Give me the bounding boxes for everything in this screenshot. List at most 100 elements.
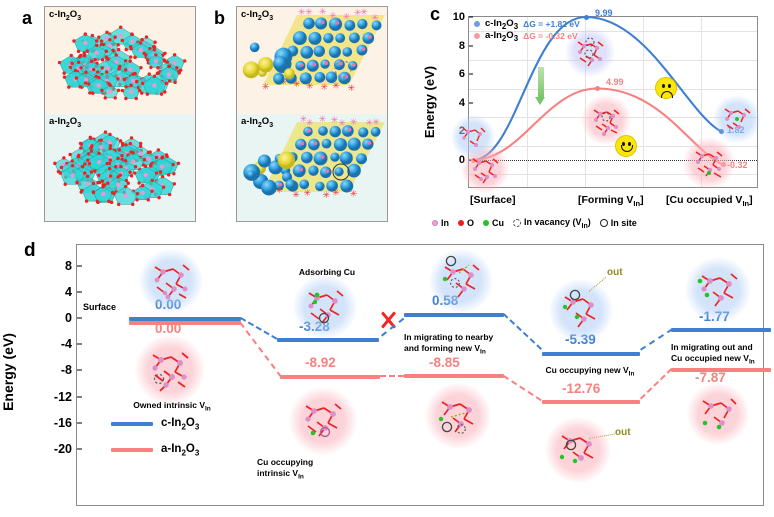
red-value-1: -8.92 xyxy=(305,355,336,370)
molecule-red-peak-structure xyxy=(581,95,631,145)
panel-d-legend-c-label: c-In2O3 xyxy=(161,417,200,432)
c-ytick-6: 6 xyxy=(458,68,465,81)
gridline-h xyxy=(469,174,757,176)
cu-atom-icon xyxy=(314,292,320,298)
in-vacancy-dashed-circle-icon xyxy=(334,60,352,78)
panel-d-plot-area: 8 4 0 -4 -8 -12 -16 -20 Surface 0.00 -3.… xyxy=(54,244,771,506)
key-in-vacancy: In vacancy (VIn) xyxy=(513,217,591,230)
c-ytick-4: 4 xyxy=(458,96,465,109)
panel-d-legend-a-label: a-In2O3 xyxy=(161,443,200,458)
d-ytick-m12: -12 xyxy=(53,389,72,404)
panel-d-legend-a: a-In2O3 xyxy=(111,443,199,457)
panel-c-plot-area: 10 8 6 4 2 0 9.99 4.99 1.82 -0.32 xyxy=(451,8,761,193)
d-tick xyxy=(77,448,82,450)
d-tick xyxy=(77,343,82,345)
d-ytick-m8: -8 xyxy=(60,363,72,378)
panel-b-c-In2O3-subpanel: c-In2O3 ✳✳✳✳✳✳✳✳✳✳✳✳✳✳✳✳ xyxy=(237,7,387,114)
d-ytick-8: 8 xyxy=(65,259,72,273)
panel-c-dg-a: ΔG = -0.32 eV xyxy=(523,31,578,42)
key-o: O xyxy=(458,218,474,228)
svg-text:✳: ✳ xyxy=(319,114,327,124)
blue-level-4 xyxy=(671,328,771,332)
d-molecule-cu-occupying-intrinsic xyxy=(289,387,357,455)
key-in-site: In site xyxy=(599,218,637,228)
caption-in-migrating-out: In migrating out and Cu occupied new VIn xyxy=(671,342,755,366)
c-ytick-10: 10 xyxy=(452,11,465,23)
panel-c-legend-a-label: a-In2O3 xyxy=(485,30,519,43)
cu-atom-icon xyxy=(707,171,711,175)
gridline-v xyxy=(585,17,586,187)
panel-c-energy-profile-chart: Energy (eV) 10 8 6 4 2 0 xyxy=(422,4,772,236)
c-ytick-8: 8 xyxy=(458,39,465,52)
panel-b-c-label: c-In2O3 xyxy=(241,9,273,22)
panel-a-a-label-pre: a-In xyxy=(49,116,66,127)
d-ytick-0: 0 xyxy=(65,311,72,326)
molecule-blue-peak-structure xyxy=(565,27,615,77)
red-peak-point xyxy=(594,86,600,91)
panel-d-surface-label: Surface xyxy=(83,302,117,312)
panel-c-y-axis-label: Energy (eV) xyxy=(422,65,437,139)
d-ytick-m20: -20 xyxy=(53,441,72,456)
blue-peak-point xyxy=(583,14,589,20)
svg-text:✳: ✳ xyxy=(329,11,337,21)
svg-text:✳: ✳ xyxy=(343,12,351,22)
panel-d-legend-c: c-In2O3 xyxy=(111,417,199,431)
in-site-circle-icon xyxy=(318,312,330,324)
panel-c-species-key-legend: In O Cu In vacancy (VIn) In site xyxy=(432,217,774,230)
c-red-peak-value: 4.99 xyxy=(606,77,624,87)
gridline-v xyxy=(643,17,644,187)
blue-level-0 xyxy=(129,316,241,321)
blue-connector-3-4 xyxy=(640,328,673,351)
panel-c-xcat-forming: [Forming VIn] xyxy=(578,194,644,209)
svg-text:✳: ✳ xyxy=(292,189,300,199)
sad-face-icon xyxy=(655,77,677,99)
d-tick xyxy=(77,396,82,397)
svg-text:✳: ✳ xyxy=(331,115,339,125)
c-tick xyxy=(469,16,473,18)
d-molecule-in-migrating-out-red xyxy=(687,383,749,445)
sub3: 3 xyxy=(269,121,274,129)
red-level-2 xyxy=(404,374,504,378)
c-blue-peak-value: 9.99 xyxy=(595,8,613,18)
svg-text:✳: ✳ xyxy=(293,79,301,89)
svg-text:✳: ✳ xyxy=(300,114,308,124)
panel-a-structure-images: c-In2O3 a-In2O3 xyxy=(44,6,196,222)
panel-c-xcat-cu-occupied: [Cu occupied VIn] xyxy=(666,194,753,209)
panel-a-c-label: c-In2O3 xyxy=(49,9,81,22)
polyhedral-slab-c xyxy=(45,7,195,114)
d-ytick-m4: -4 xyxy=(60,337,72,352)
svg-text:✳: ✳ xyxy=(306,81,314,91)
panel-c-legend-row-c: c-In2O3 ΔG = +1.82 eV xyxy=(474,18,580,31)
key-in: In xyxy=(432,218,449,228)
midO: O xyxy=(261,116,270,127)
o-dot-icon xyxy=(458,220,464,227)
gridline-v xyxy=(527,17,528,187)
cu-dot-icon xyxy=(483,220,490,227)
panel-d-reaction-pathway-diagram: Energy (eV) 8 4 0 -4 -8 -12 -16 -20 Surf… xyxy=(0,240,774,517)
red-level-3 xyxy=(542,399,640,404)
blue-level-1 xyxy=(277,338,379,342)
legend-dot-red xyxy=(474,33,480,40)
panel-b-a-label-pre: a-In xyxy=(241,116,258,127)
d-tick xyxy=(77,265,82,267)
d-molecule-in-migrating-nearby xyxy=(429,249,493,313)
blue-level-3 xyxy=(542,351,640,356)
sub3: 3 xyxy=(77,121,82,129)
polyhedral-slab-a xyxy=(45,114,195,221)
d-molecule-cu-occupying-new-vin-blue xyxy=(549,279,613,343)
c-tick xyxy=(469,45,473,47)
panel-b-c-label-pre: c-In xyxy=(241,9,258,20)
molecule-red-end-structure xyxy=(683,137,735,189)
c-red-end-value: -0.32 xyxy=(727,160,748,170)
c-tick xyxy=(469,73,473,75)
out-label-blue: out xyxy=(607,267,623,278)
green-down-arrow-icon xyxy=(535,67,546,105)
d-molecule-owned-intrinsic-vin xyxy=(135,335,205,405)
caption-cu-occupying-intrinsic: Cu occupying intrinsic VIn xyxy=(257,457,314,481)
svg-text:✳: ✳ xyxy=(320,82,328,92)
d-ytick-m16: -16 xyxy=(53,415,72,430)
midO: O xyxy=(69,9,78,20)
polyhedra-svg xyxy=(57,25,187,101)
d-tick xyxy=(77,317,82,319)
red-level-4 xyxy=(671,367,771,372)
